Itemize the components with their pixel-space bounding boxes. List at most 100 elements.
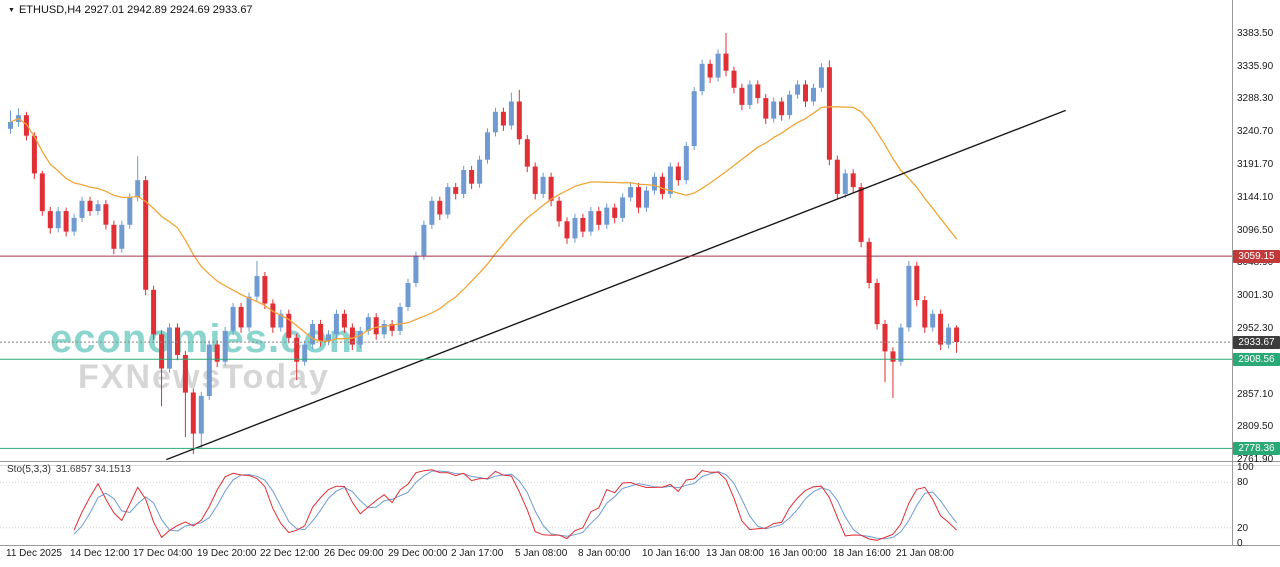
time-axis-label: 26 Dec 09:00 [324, 548, 384, 559]
candle-bearish [389, 324, 395, 331]
stoch-axis-label: 20 [1237, 523, 1249, 534]
candle-bearish [159, 334, 165, 369]
candle-bearish [103, 204, 109, 225]
candle-bearish [826, 67, 832, 160]
candle-bearish [182, 354, 188, 393]
time-axis-label: 8 Jan 00:00 [578, 548, 631, 559]
candle-bullish [485, 132, 490, 160]
time-axis-label: 11 Dec 2025 [6, 548, 62, 559]
candle-bearish [349, 327, 355, 345]
candle-bullish [691, 91, 697, 146]
symbol-dropdown-icon[interactable]: ▼ [8, 6, 15, 14]
candle-bullish [652, 176, 657, 191]
candle-bearish [596, 211, 602, 225]
candle-bearish [286, 313, 292, 338]
candle-bullish [326, 334, 331, 342]
candle-bullish [898, 327, 904, 362]
resistance-price-badge: 3059.15 [1233, 250, 1280, 263]
candle-bullish [222, 330, 228, 362]
candle-bullish [930, 313, 936, 328]
candle-bearish [858, 187, 864, 242]
candle-bearish [39, 173, 45, 212]
moving-average-line[interactable] [10, 106, 958, 342]
time-axis-label: 29 Dec 00:00 [388, 548, 448, 559]
candle-bullish [167, 327, 172, 369]
candle-bearish [318, 324, 324, 342]
symbol-ohlc-text: ETHUSD,H4 2927.01 2942.89 2924.69 2933.6… [18, 4, 253, 16]
candle-bearish [516, 101, 522, 140]
indicator-name: Sto(5,3,3) [7, 464, 51, 475]
candle-bullish [906, 265, 912, 328]
candle-bullish [397, 306, 403, 331]
candle-bullish [302, 344, 308, 362]
candle-bullish [620, 197, 626, 218]
candle-bearish [755, 84, 761, 99]
stoch-axis-label: 0 [1237, 538, 1243, 549]
price-axis-label: 3001.30 [1237, 290, 1274, 301]
candle-bullish [119, 224, 125, 249]
price-axis-label: 2761.90 [1237, 454, 1274, 465]
time-axis-label: 10 Jan 16:00 [642, 548, 700, 559]
time-axis-label: 2 Jan 17:00 [451, 548, 504, 559]
candle-bullish [95, 204, 101, 211]
stochastic-signal-line [73, 469, 957, 541]
candle-bullish [540, 176, 546, 194]
candle-bearish [866, 241, 872, 283]
candle-bearish [556, 200, 562, 222]
time-axis-label: 22 Dec 12:00 [260, 548, 320, 559]
candle-bullish [787, 94, 793, 116]
trendline[interactable] [166, 109, 1066, 461]
candle-bearish [779, 101, 785, 116]
candle-bearish [723, 53, 729, 71]
candle-bearish [238, 306, 244, 328]
candle-bullish [818, 67, 824, 88]
candle-bullish [254, 276, 260, 297]
price-axis-label: 3335.90 [1237, 61, 1274, 72]
candle-bearish [453, 187, 459, 194]
candle-bullish [79, 200, 85, 218]
price-axis-label: 3096.50 [1237, 225, 1274, 236]
candle-bullish [445, 187, 451, 215]
candle-bearish [63, 211, 69, 232]
candle-bullish [477, 159, 483, 184]
time-axis-label: 5 Jan 08:00 [515, 548, 568, 559]
candle-bullish [206, 344, 212, 396]
candle-bearish [882, 324, 888, 352]
candle-bearish [763, 98, 769, 119]
candle-bullish [842, 173, 848, 194]
candle-bullish [508, 101, 514, 126]
time-axis-label: 13 Jan 08:00 [706, 548, 764, 559]
candle-bearish [739, 87, 745, 105]
candle-bullish [628, 187, 634, 198]
candle-bearish [341, 313, 347, 328]
candle-bullish [811, 87, 816, 102]
candle-bullish [461, 170, 467, 194]
price-axis-label: 3144.10 [1237, 192, 1274, 203]
time-axis-label: 21 Jan 08:00 [896, 548, 954, 559]
candle-bullish [365, 317, 371, 331]
indicator-values: 31.6857 34.1513 [55, 464, 131, 475]
candle-bullish [429, 200, 435, 225]
candle-bullish [795, 84, 801, 95]
candle-bearish [890, 351, 896, 362]
candle-bearish [548, 176, 554, 201]
price-axis-label: 2857.10 [1237, 389, 1274, 400]
price-axis-label: 2809.50 [1237, 421, 1274, 432]
candle-bearish [564, 221, 570, 239]
candle-bullish [644, 190, 649, 208]
candle-bullish [604, 207, 610, 225]
candle-bearish [437, 200, 443, 215]
price-axis-label: 3383.50 [1237, 28, 1274, 39]
time-axis: 11 Dec 2025 14 Dec 12:00 17 Dec 04:00 19 De… [0, 548, 1232, 566]
candle-bullish [683, 146, 689, 181]
candle-bullish [405, 283, 411, 307]
stoch-axis-label: 80 [1237, 477, 1249, 488]
candle-bearish [612, 207, 618, 218]
support-price-badge: 2778.36 [1233, 442, 1280, 455]
candle-bullish [55, 211, 61, 229]
time-axis-label: 17 Dec 04:00 [133, 548, 193, 559]
candle-bullish [310, 324, 316, 345]
candle-bearish [874, 283, 880, 325]
candle-bullish [8, 122, 13, 129]
